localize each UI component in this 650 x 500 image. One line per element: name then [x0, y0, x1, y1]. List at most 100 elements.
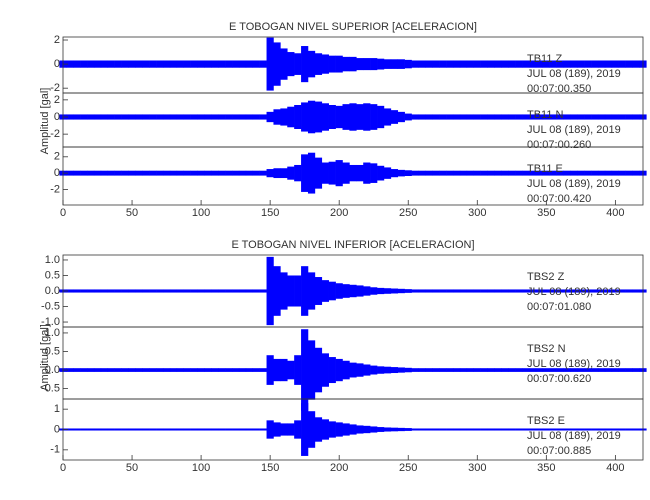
trace-segment [114, 368, 122, 372]
trace-segment [307, 272, 316, 310]
y-tick-label: -2 [50, 183, 60, 195]
trace-segment [418, 428, 426, 431]
trace-segment [356, 58, 364, 71]
trace-segment [121, 60, 129, 68]
trace-segment [632, 170, 640, 176]
trace-segment [390, 169, 399, 178]
trace-segment [591, 170, 599, 176]
station-label: 00:07:00.420 [527, 193, 591, 205]
trace-segment [356, 164, 364, 182]
trace-segment [156, 170, 164, 176]
trace-segment [597, 170, 606, 176]
trace-segment [301, 403, 309, 456]
trace-segment [604, 368, 613, 372]
trace-segment [522, 114, 530, 120]
trace-segment [142, 170, 150, 176]
trace-segment [266, 169, 274, 178]
trace-segment [204, 170, 212, 176]
trace-segment [618, 289, 626, 293]
trace-segment [404, 59, 412, 69]
trace-segment [128, 428, 136, 431]
trace-segment [549, 368, 557, 372]
trace-segment [211, 114, 219, 120]
trace-segment [287, 106, 295, 128]
trace-segment [404, 170, 412, 176]
trace-segment [73, 60, 81, 68]
trace-segment [321, 280, 329, 302]
trace-segment [107, 114, 115, 120]
trace-segment [418, 368, 426, 372]
trace-segment [425, 289, 433, 293]
trace-segment [301, 46, 309, 83]
trace-segment [66, 170, 74, 176]
trace-segment [597, 428, 606, 431]
trace-segment [307, 411, 316, 448]
trace-segment [142, 60, 150, 68]
trace-segment [432, 289, 440, 293]
trace-segment [335, 160, 343, 187]
trace-segment [584, 289, 592, 293]
trace-segment [632, 60, 640, 68]
trace-segment [245, 289, 254, 293]
trace-segment [218, 368, 226, 372]
trace-segment [515, 368, 523, 372]
trace-segment [93, 368, 102, 372]
trace-segment [604, 428, 613, 431]
trace-segment [225, 60, 233, 68]
trace-segment [176, 368, 184, 372]
trace-segment [328, 357, 336, 384]
trace-segment [218, 289, 226, 293]
trace-segment [114, 60, 122, 68]
trace-segment [266, 355, 274, 385]
trace-segment [66, 368, 74, 372]
trace-segment [204, 428, 212, 431]
trace-segment [397, 59, 405, 69]
trace-segment [335, 358, 343, 382]
trace-segment [238, 368, 247, 372]
trace-segment [307, 152, 316, 194]
trace-segment [466, 170, 474, 176]
trace-segment [425, 368, 433, 372]
trace-segment [218, 60, 226, 68]
x-tick-label: 150 [261, 462, 279, 474]
trace-segment [563, 60, 571, 68]
trace-segment [162, 170, 171, 176]
trace-segment [625, 368, 633, 372]
trace-segment [162, 368, 171, 372]
y-tick-label: 1.0 [45, 254, 60, 266]
trace-segment [294, 53, 302, 75]
trace-segment [183, 289, 191, 293]
trace-segment [535, 428, 544, 431]
trace-segment [356, 104, 364, 130]
trace-segment [259, 368, 267, 372]
trace-segment [93, 114, 102, 120]
trace-segment [618, 60, 626, 68]
trace-segment [100, 368, 109, 372]
trace-segment [301, 154, 309, 192]
trace-segment [128, 289, 136, 293]
trace-segment [142, 368, 150, 372]
trace-segment [383, 366, 392, 374]
trace-segment [87, 60, 95, 68]
trace-segment [466, 289, 474, 293]
trace-segment [597, 368, 606, 372]
trace-segment [349, 424, 357, 435]
trace-segment [556, 428, 564, 431]
chart-title: E TOBOGAN NIVEL INFERIOR [ACELERACION] [231, 239, 474, 251]
trace-segment [528, 114, 537, 120]
trace-segment [528, 368, 537, 372]
trace-segment [321, 419, 329, 440]
trace-segment [411, 114, 419, 120]
x-tick-label: 50 [126, 207, 138, 219]
trace-segment [487, 170, 495, 176]
trace-segment [73, 114, 81, 120]
trace-segment [425, 114, 433, 120]
trace-segment [508, 368, 516, 372]
trace-segment [80, 428, 88, 431]
station-label: 00:07:00.260 [527, 139, 591, 151]
trace-segment [515, 428, 523, 431]
trace-segment [142, 289, 150, 293]
station-label: TB11 Z [527, 53, 563, 65]
trace-segment [356, 285, 364, 297]
trace-segment [169, 428, 178, 431]
